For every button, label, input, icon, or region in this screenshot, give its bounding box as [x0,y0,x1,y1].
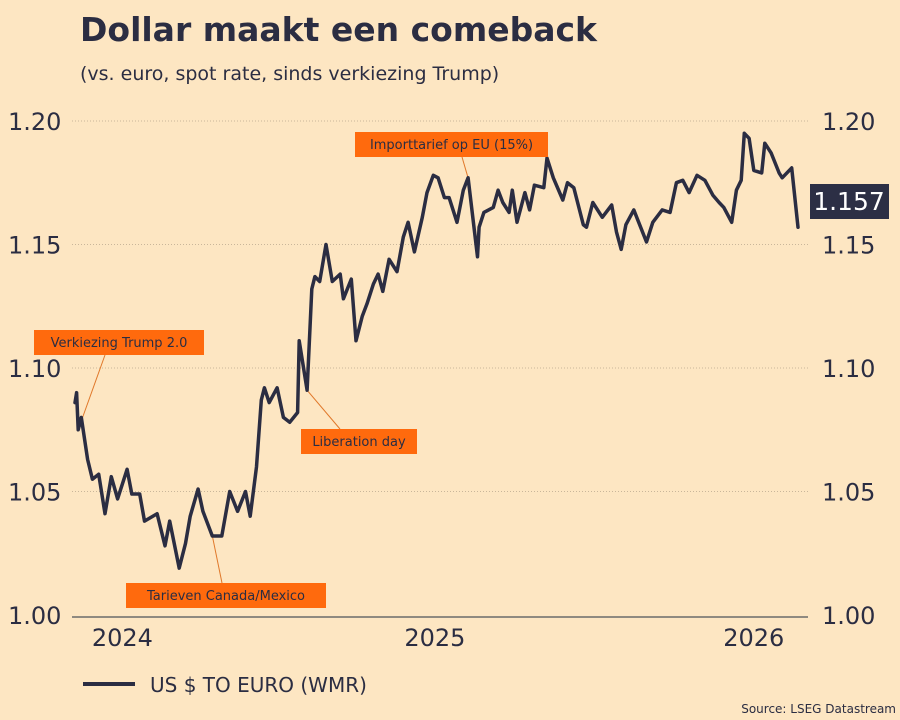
annotation-text: Verkiezing Trump 2.0 [51,336,188,351]
annotation-box [34,330,204,355]
y-tick-label-left: 1.10 [8,355,61,383]
source-note: Source: LSEG Datastream [741,702,896,716]
last-value-text: 1.157 [813,187,885,216]
annotation-text: Tarieven Canada/Mexico [146,589,305,604]
y-tick-label-left: 1.00 [8,602,61,630]
annotations: Verkiezing Trump 2.0 Tarieven Canada/Mexi… [34,132,548,608]
series-line-usd-eur [73,131,800,570]
y-tick-label-right: 1.20 [822,108,875,136]
annotation-leader-line [211,535,223,584]
annotation-box [301,429,417,454]
y-tick-label-left: 1.05 [8,479,61,507]
chart-title: Dollar maakt een comeback [80,10,598,49]
annotation-text: Importtarief op EU (15%) [370,138,533,153]
y-tick-label-left: 1.20 [8,108,61,136]
x-tick-label: 2024 [92,624,153,652]
x-tick-label: 2026 [723,624,784,652]
annotation-box [126,583,326,608]
chart-subtitle: (vs. euro, spot rate, sinds verkiezing T… [80,63,499,85]
y-tick-label-right: 1.00 [822,602,875,630]
annotation-leader-line [461,156,469,178]
annotation-box [355,132,548,157]
x-axis-ticks: 2024 2025 2026 [92,624,785,652]
legend-label: US $ TO EURO (WMR) [150,673,367,697]
last-value-label: 1.157 [810,184,889,219]
y-tick-label-left: 1.15 [8,232,61,260]
y-tick-label-right: 1.05 [822,479,875,507]
y-axis-ticks: 1.00 1.00 1.05 1.05 1.10 1.10 1.15 1.15 1.20 1.20 [8,108,875,630]
x-tick-label: 2025 [404,624,465,652]
annotation-leader-line [306,389,341,430]
last-value-box [810,184,889,219]
y-tick-label-right: 1.10 [822,355,875,383]
annotation-text: Liberation day [312,435,406,450]
legend: US $ TO EURO (WMR) [83,673,367,697]
y-tick-label-right: 1.15 [822,232,875,260]
